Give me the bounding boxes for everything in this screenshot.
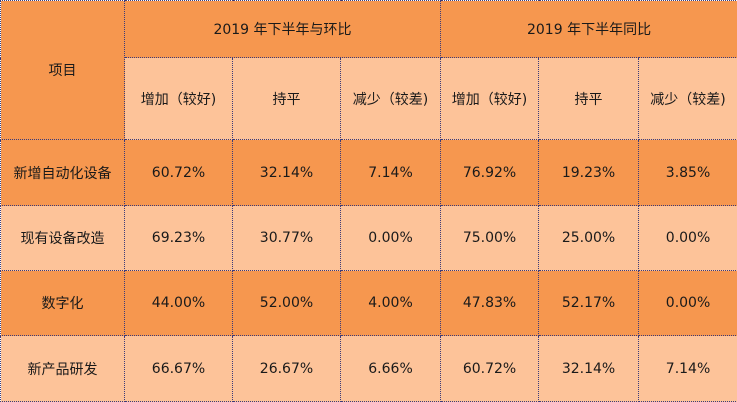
row-label: 新增自动化设备: [0, 139, 125, 206]
group-header-yoy: 2019 年下半年同比: [440, 0, 737, 58]
table-cell: 6.66%: [339, 335, 442, 402]
table-row: 新增自动化设备 60.72% 32.14% 7.14% 76.92% 19.23…: [0, 139, 737, 206]
table-cell: 52.00%: [232, 270, 341, 336]
table-cell: 26.67%: [232, 335, 341, 402]
row-label: 数字化: [0, 270, 125, 336]
table-cell: 0.00%: [339, 205, 442, 271]
corner-header: 项目: [0, 0, 125, 140]
table-cell: 69.23%: [124, 205, 233, 271]
table-row: 新产品研发 66.67% 26.67% 6.66% 60.72% 32.14% …: [0, 335, 737, 402]
table-row: 现有设备改造 69.23% 30.77% 0.00% 75.00% 25.00%…: [0, 205, 737, 271]
table-cell: 3.85%: [638, 139, 737, 206]
table-cell: 4.00%: [339, 270, 442, 336]
table-cell: 52.17%: [538, 270, 640, 336]
table-cell: 66.67%: [124, 335, 233, 402]
table-cell: 76.92%: [440, 139, 540, 206]
table-row: 数字化 44.00% 52.00% 4.00% 47.83% 52.17% 0.…: [0, 270, 737, 336]
table-cell: 47.83%: [440, 270, 540, 336]
table-cell: 30.77%: [232, 205, 341, 271]
table-cell: 44.00%: [124, 270, 233, 336]
table-cell: 60.72%: [440, 335, 540, 402]
table-cell: 32.14%: [232, 139, 341, 206]
row-label: 现有设备改造: [0, 205, 125, 271]
table-cell: 0.00%: [638, 270, 737, 336]
sub-header-decrease-yoy: 减少（较差): [638, 57, 737, 140]
table-cell: 0.00%: [638, 205, 737, 271]
sub-header-increase-yoy: 增加（较好): [440, 57, 540, 140]
table-cell: 75.00%: [440, 205, 540, 271]
table-cell: 25.00%: [538, 205, 640, 271]
table-cell: 32.14%: [538, 335, 640, 402]
table-cell: 60.72%: [124, 139, 233, 206]
sub-header-increase-hoh: 增加（较好): [124, 57, 233, 140]
table-cell: 7.14%: [638, 335, 737, 402]
row-label: 新产品研发: [0, 335, 125, 402]
table-cell: 7.14%: [339, 139, 442, 206]
sub-header-decrease-hoh: 减少（较差): [339, 57, 442, 140]
table-cell: 19.23%: [538, 139, 640, 206]
sub-header-flat-yoy: 持平: [538, 57, 640, 140]
group-header-hoh: 2019 年下半年与环比: [123, 0, 442, 58]
sub-header-flat-hoh: 持平: [232, 57, 341, 140]
